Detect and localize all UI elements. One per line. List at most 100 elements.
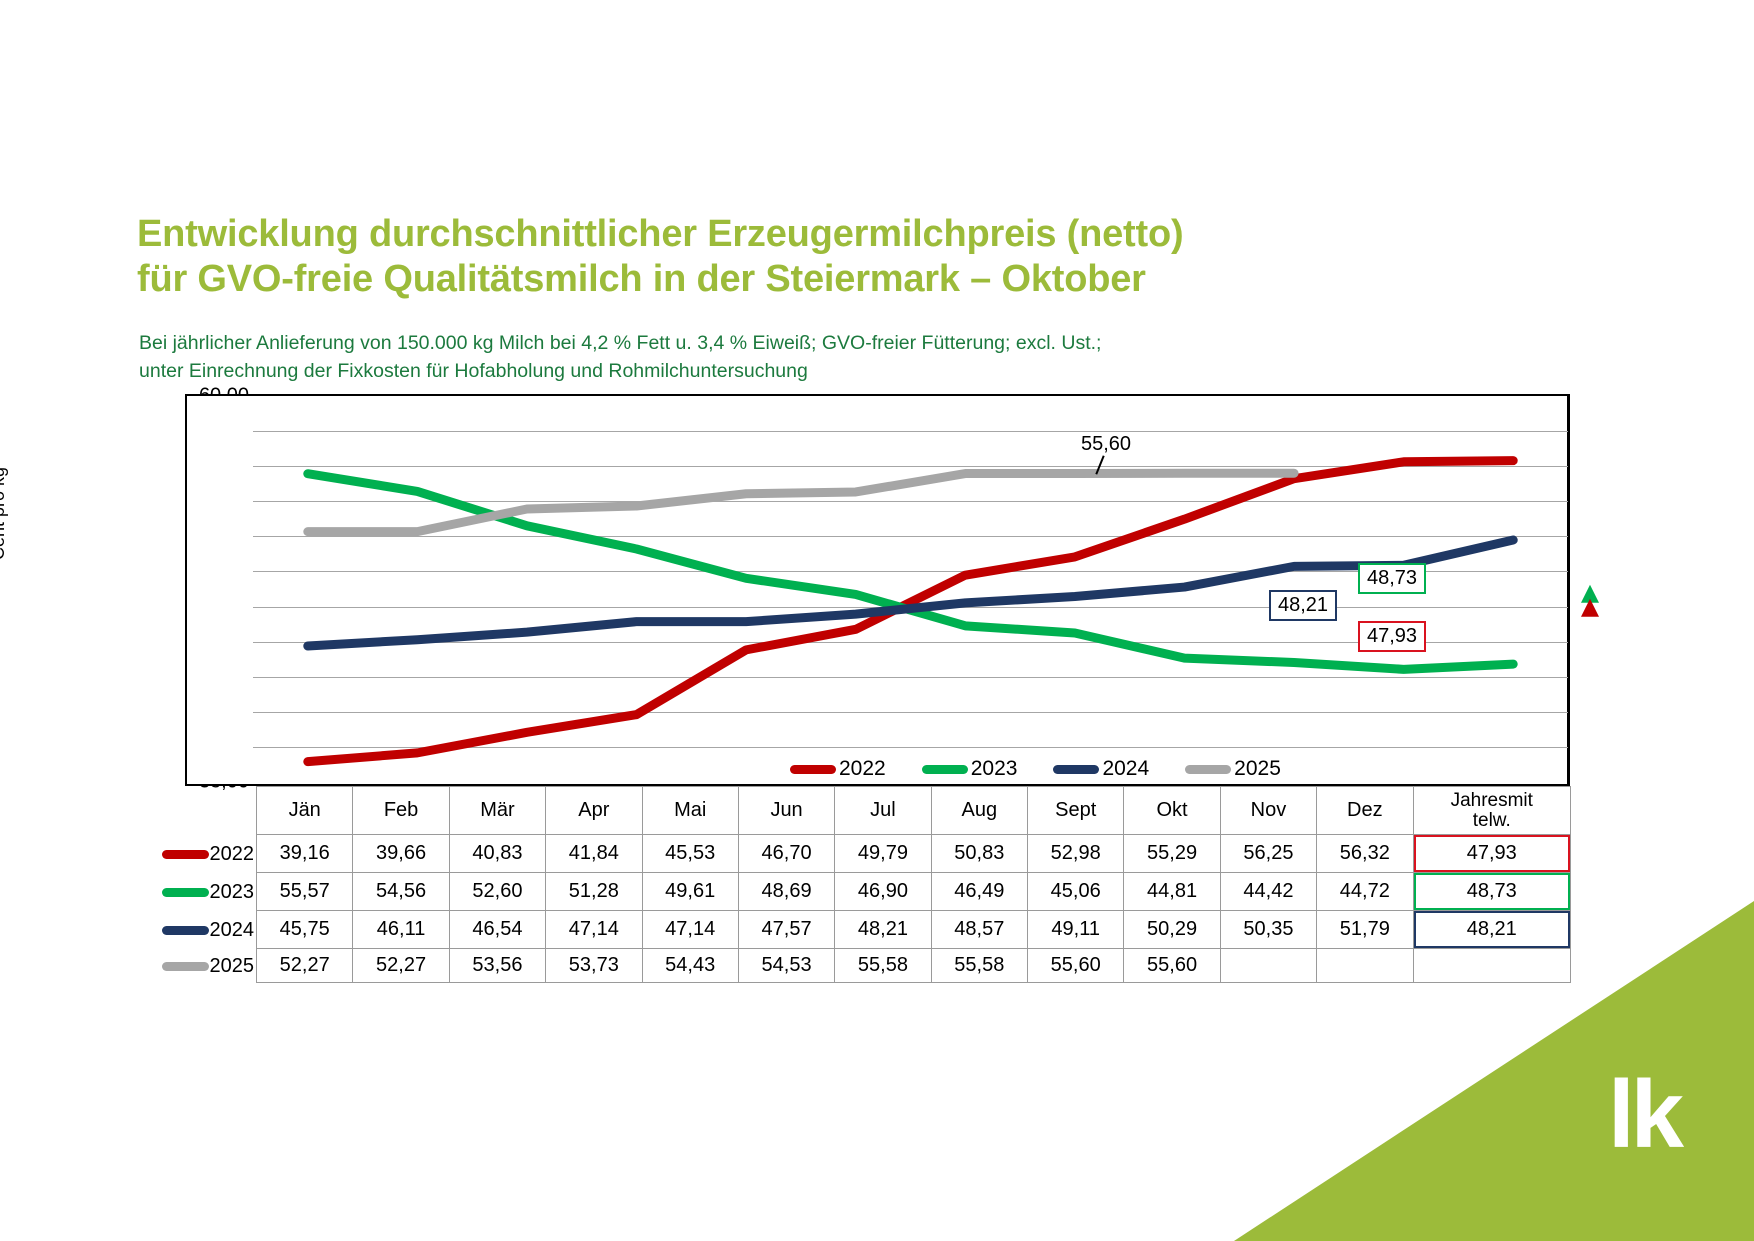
lk-logo: lk: [1607, 1061, 1684, 1168]
chart-legend: 2022 2023 2024 2025: [790, 757, 1281, 781]
table-cell-2022-average: 47,93: [1412, 834, 1571, 873]
legend-item-2023[interactable]: 2023: [921, 757, 1018, 781]
row-label-2023: 2023: [209, 880, 255, 903]
table-cell-2025-Apr: 53,73: [545, 948, 643, 983]
table-header-row: Jän Feb Mär Apr Mai Jun Jul Aug Sept Okt Nov Dez Jah…: [139, 786, 1571, 835]
y-axis-title: Cent pro kg: [0, 466, 8, 560]
legend-label-2023: 2023: [970, 757, 1018, 780]
table-cell-2023-Okt: 44,81: [1123, 872, 1221, 911]
table-row: 2023 55,57 54,56 52,60 51,28 49,61 48,69 46,90 4…: [139, 872, 1571, 911]
gridline: [253, 466, 1568, 468]
table-cell-2023-Mär: 52,60: [448, 872, 547, 911]
table-cell-2022-Jän: 39,16: [255, 834, 354, 873]
table-cell-2025-Aug: 55,58: [930, 948, 1029, 983]
table-col-header-Mai: Mai: [641, 786, 739, 835]
table-cell-2022-Mär: 40,83: [448, 834, 547, 873]
table-cell-2025-Feb: 52,27: [352, 948, 450, 983]
average-marker-1: [1581, 598, 1599, 617]
legend-swatch-icon-2023: [921, 764, 968, 774]
average-value-2023: 48,73: [1413, 873, 1570, 910]
table-cell-2025-Mär: 53,56: [448, 948, 547, 983]
table-cell-2022-Okt: 55,29: [1123, 834, 1221, 873]
gridline: [253, 641, 1568, 643]
table-cell-2025-average: [1412, 948, 1571, 983]
table-cell-2024-Mai: 47,14: [641, 910, 739, 949]
line-series-2023: [308, 474, 1513, 670]
legend-swatch-icon-2022: [790, 764, 836, 774]
table-col-header-Feb: Feb: [352, 786, 450, 835]
table-row: 2024 45,75 46,11 46,54 47,14 47,14 47,57 48,21 4…: [139, 910, 1571, 949]
gridline: [253, 676, 1568, 678]
chart-plot-frame: [185, 394, 1570, 786]
table-cell-2024-Jun: 47,57: [737, 910, 836, 949]
legend-label-2024: 2024: [1102, 757, 1150, 780]
gridline: [253, 431, 1568, 433]
average-value-2025: [1414, 949, 1571, 982]
table-cell-2024-Feb: 46,11: [352, 910, 450, 949]
data-table: Jän Feb Mär Apr Mai Jun Jul Aug Sept Okt Nov Dez Jah…: [139, 786, 1571, 983]
row-label-2025: 2025: [209, 954, 255, 977]
table-cell-2025-Jul: 55,58: [834, 948, 932, 983]
page-title: Entwicklung durchschnittlicher Erzeugerm…: [137, 212, 1537, 302]
average-header-line-2: telw.: [1472, 809, 1511, 831]
table-cell-2023-Jul: 46,90: [834, 872, 932, 911]
table-col-header-Jän: Jän: [255, 786, 354, 835]
table-cell-2024-Dez: 51,79: [1316, 910, 1414, 949]
table-cell-2024-average: 48,21: [1412, 910, 1571, 949]
table-cell-2024-Sept: 49,11: [1026, 910, 1125, 949]
table-row-header-2023: 2023: [139, 873, 257, 911]
table-cell-2025-Jän: 52,27: [255, 948, 354, 983]
table-body: 2022 39,16 39,66 40,83 41,84 45,53 46,70 49,79 5…: [139, 834, 1571, 983]
table-col-header-Nov: Nov: [1219, 786, 1318, 835]
chart-subtitle: Bei jährlicher Anlieferung von 150.000 k…: [139, 330, 1439, 385]
table-cell-2022-Jul: 49,79: [834, 834, 932, 873]
legend-label-2025: 2025: [1234, 757, 1281, 780]
table-cell-2025-Jun: 54,53: [737, 948, 836, 983]
legend-item-2025[interactable]: 2025: [1185, 757, 1281, 781]
row-swatch-icon-2023: [161, 887, 209, 897]
table-col-header-Mär: Mär: [448, 786, 547, 835]
table-cell-2023-Aug: 46,49: [930, 872, 1029, 911]
average-value-2022: 47,93: [1413, 835, 1570, 872]
table-cell-2025-Nov: [1219, 948, 1318, 983]
gridline: [253, 746, 1568, 748]
callout-2022-average: 47,93: [1358, 621, 1427, 652]
line-series-2024: [308, 540, 1513, 646]
line-series-2022: [308, 461, 1513, 762]
table-cell-2022-Feb: 39,66: [352, 834, 450, 873]
chart-plot-area: [253, 396, 1599, 782]
table-cell-2023-Jän: 55,57: [255, 872, 354, 911]
legend-item-2024[interactable]: 2024: [1053, 757, 1149, 781]
table-cell-2024-Mär: 46,54: [448, 910, 547, 949]
table-header: Jän Feb Mär Apr Mai Jun Jul Aug Sept Okt Nov Dez Jah…: [139, 786, 1571, 835]
table-cell-2023-Nov: 44,42: [1219, 872, 1318, 911]
legend-label-2022: 2022: [839, 757, 886, 780]
table-col-header-Jul: Jul: [834, 786, 932, 835]
callout-2023-average: 48,73: [1358, 563, 1427, 594]
table-col-header-Dez: Dez: [1316, 786, 1414, 835]
table-row-header-2024: 2024: [139, 911, 257, 949]
table-cell-2024-Aug: 48,57: [930, 910, 1029, 949]
row-swatch-icon-2025: [161, 961, 209, 971]
table-cell-2023-Sept: 45,06: [1026, 872, 1125, 911]
table-cell-2022-Dez: 56,32: [1316, 834, 1414, 873]
legend-item-2022[interactable]: 2022: [790, 757, 886, 781]
table-cell-2024-Jul: 48,21: [834, 910, 932, 949]
title-line-1: Entwicklung durchschnittlicher Erzeugerm…: [137, 213, 1184, 255]
table-cell-2022-Mai: 45,53: [641, 834, 739, 873]
line-series-group: [253, 396, 1599, 782]
subtitle-line-2: unter Einrechnung der Fixkosten für Hofa…: [139, 359, 808, 382]
table-row-header-2025: 2025: [139, 949, 257, 983]
table-cell-2025-Mai: 54,43: [641, 948, 739, 983]
table-cell-2025-Okt: 55,60: [1123, 948, 1221, 983]
table-cell-2023-average: 48,73: [1412, 872, 1571, 911]
table-cell-2022-Jun: 46,70: [737, 834, 836, 873]
row-swatch-icon-2022: [161, 849, 209, 859]
gridline: [253, 571, 1568, 573]
average-header-line-1: Jahresmit: [1450, 789, 1533, 811]
table-cell-2024-Nov: 50,35: [1219, 910, 1318, 949]
table-col-header-Jun: Jun: [737, 786, 836, 835]
row-label-2024: 2024: [209, 918, 255, 941]
table-row: 2025 52,27 52,27 53,56 53,73 54,43 54,53 55,58 5…: [139, 948, 1571, 983]
table-row-header-2022: 2022: [139, 835, 257, 873]
